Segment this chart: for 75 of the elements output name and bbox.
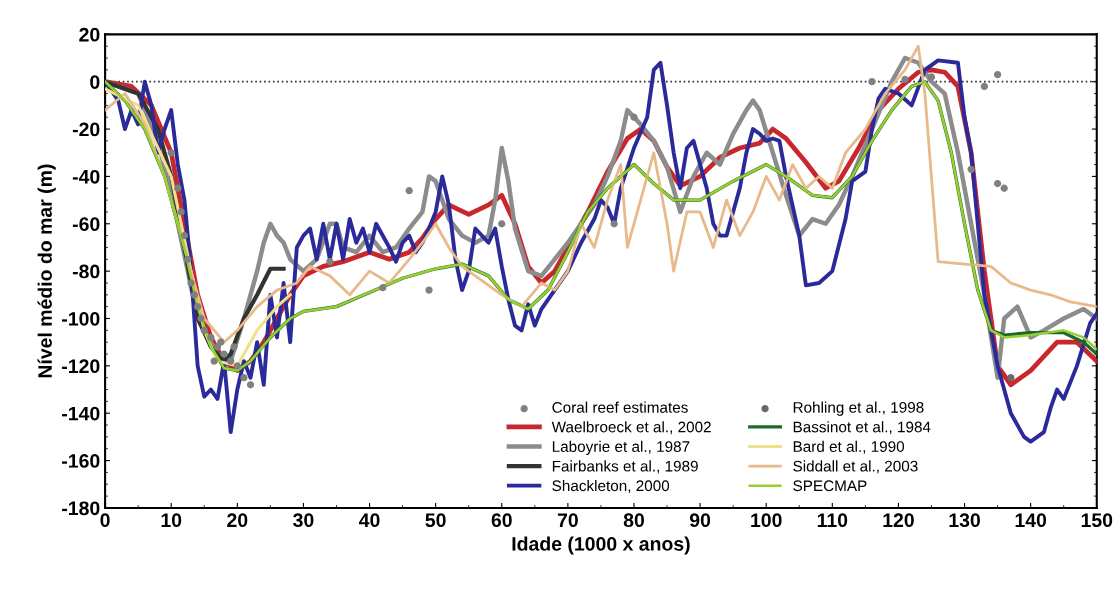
y-tick-label: -180 xyxy=(62,501,100,516)
x-tick-label: 0 xyxy=(100,513,110,528)
point xyxy=(227,357,235,365)
legend-label: Bard et al., 1990 xyxy=(793,440,905,454)
legend-label: Fairbanks et al., 1989 xyxy=(552,460,698,474)
y-tick-label: -60 xyxy=(72,217,100,232)
point xyxy=(993,70,1002,79)
y-tick-label: 0 xyxy=(90,75,100,89)
point xyxy=(180,231,189,240)
y-tick-label: -120 xyxy=(62,359,100,374)
legend-label: Coral reef estimates xyxy=(552,401,688,413)
x-tick-label: 60 xyxy=(491,513,512,528)
y-tick-label: -100 xyxy=(62,311,100,326)
y-tick-label: -140 xyxy=(62,406,100,421)
x-tick-label: 90 xyxy=(689,513,711,528)
point xyxy=(1000,184,1008,192)
legend-label: Rohling et al., 1998 xyxy=(793,401,924,416)
y-tick-label: -20 xyxy=(72,122,100,137)
point xyxy=(233,362,241,370)
legend-label: SPECMAP xyxy=(793,480,867,492)
point xyxy=(967,165,975,173)
point xyxy=(1007,374,1015,382)
legend-label: Waelbroeck et al., 2002 xyxy=(551,421,711,435)
legend-label: Laboyrie et al., 1987 xyxy=(552,440,690,456)
x-tick-label: 40 xyxy=(359,513,380,528)
point xyxy=(326,258,334,266)
legend-label: Bassinot et al., 1984 xyxy=(793,421,931,435)
point xyxy=(210,357,218,365)
x-tick-label: 70 xyxy=(557,513,578,528)
x-tick-label: 130 xyxy=(949,513,980,528)
point xyxy=(868,78,876,86)
point xyxy=(980,82,989,91)
point xyxy=(177,208,185,216)
point xyxy=(610,220,618,228)
x-tick-label: 110 xyxy=(817,513,848,528)
y-tick-label: -160 xyxy=(62,454,100,468)
point xyxy=(184,255,192,263)
legend-label: Siddall et al., 2003 xyxy=(793,460,918,474)
y-tick-label: 20 xyxy=(79,27,100,42)
point xyxy=(194,303,202,311)
point xyxy=(200,326,208,334)
y-tick-label: -80 xyxy=(72,264,100,279)
point xyxy=(405,186,413,195)
x-axis-title: Idade (1000 x anos) xyxy=(512,536,690,555)
point xyxy=(379,284,387,292)
point xyxy=(498,220,506,228)
point xyxy=(197,314,205,323)
point xyxy=(230,343,238,351)
point xyxy=(187,279,195,287)
point xyxy=(167,149,175,157)
x-tick-label: 50 xyxy=(425,513,446,528)
x-tick-label: 80 xyxy=(623,513,644,528)
point xyxy=(901,75,909,83)
point xyxy=(217,338,225,346)
x-tick-label: 10 xyxy=(161,513,182,528)
point xyxy=(240,374,248,382)
x-tick-label: 100 xyxy=(751,513,782,528)
point xyxy=(207,333,215,342)
y-axis-title: Nível médio do mar (m) xyxy=(37,164,56,378)
point xyxy=(246,381,255,389)
point xyxy=(174,184,182,192)
x-tick-label: 140 xyxy=(1015,513,1047,528)
x-tick-label: 120 xyxy=(883,513,914,528)
point xyxy=(213,343,222,351)
x-tick-label: 30 xyxy=(293,513,314,528)
x-tick-label: 20 xyxy=(227,513,248,528)
point xyxy=(630,113,638,121)
point xyxy=(993,179,1002,188)
point xyxy=(190,291,198,299)
point xyxy=(425,286,433,294)
x-tick-label: 150 xyxy=(1081,513,1113,528)
point xyxy=(927,73,936,81)
legend-label: Shackleton, 2000 xyxy=(552,479,670,493)
point xyxy=(220,350,228,358)
y-tick-label: -40 xyxy=(72,169,100,184)
